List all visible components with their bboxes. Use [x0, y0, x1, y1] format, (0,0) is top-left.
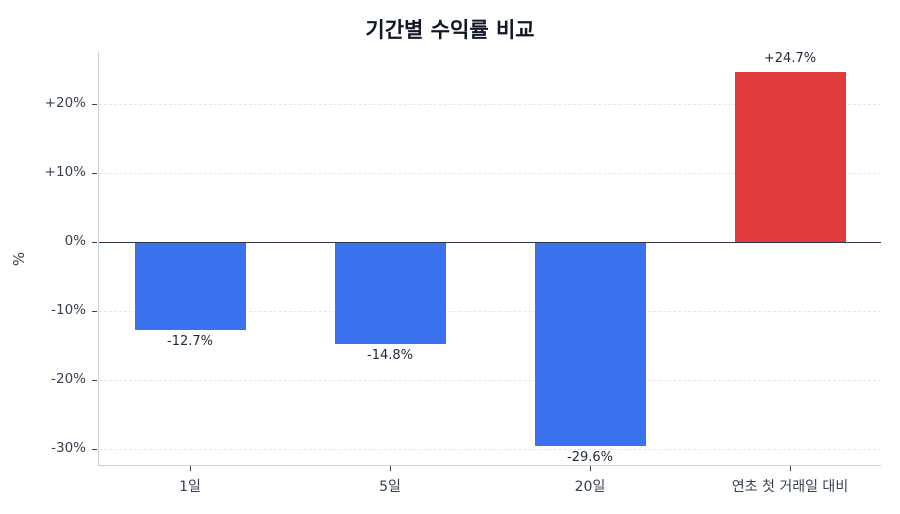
- y-axis-label: %: [10, 251, 29, 267]
- gridline: [99, 449, 881, 450]
- y-tick-label: -10%: [51, 302, 86, 318]
- bar-value-label: -14.8%: [367, 348, 413, 364]
- bar-2: [334, 242, 446, 345]
- x-tick: [390, 466, 391, 471]
- chart-title: 기간별 수익률 비교: [365, 18, 535, 42]
- y-tick-label: +20%: [44, 95, 86, 111]
- bar-1: [134, 242, 246, 330]
- x-tick-label: 20일: [574, 479, 606, 495]
- zero-line: [99, 241, 881, 243]
- gridline: [99, 311, 881, 312]
- y-tick: [92, 380, 97, 381]
- x-tick-label: 1일: [179, 479, 201, 495]
- y-tick: [92, 449, 97, 450]
- y-tick-label: +10%: [44, 164, 86, 180]
- bar-value-label: -12.7%: [167, 333, 213, 349]
- x-tick-label: 연초 첫 거래일 대비: [731, 479, 849, 495]
- bar-4: [734, 71, 846, 242]
- bar-value-label: -29.6%: [567, 450, 613, 466]
- y-tick-label: 0%: [64, 233, 86, 249]
- gridline: [99, 173, 881, 174]
- y-axis-line: [98, 52, 99, 466]
- x-tick: [590, 466, 591, 471]
- x-tick: [190, 466, 191, 471]
- y-tick: [92, 173, 97, 174]
- y-tick-label: -30%: [51, 440, 86, 456]
- y-tick: [92, 311, 97, 312]
- bar-value-label: +24.7%: [763, 50, 817, 66]
- x-tick-label: 5일: [379, 479, 401, 495]
- bar-3: [534, 242, 646, 447]
- y-tick: [92, 104, 97, 105]
- x-tick: [790, 466, 791, 471]
- gridline: [99, 380, 881, 381]
- gridline: [99, 104, 881, 105]
- x-axis-line: [98, 465, 881, 466]
- y-tick-label: -20%: [51, 371, 86, 387]
- y-tick: [92, 242, 97, 243]
